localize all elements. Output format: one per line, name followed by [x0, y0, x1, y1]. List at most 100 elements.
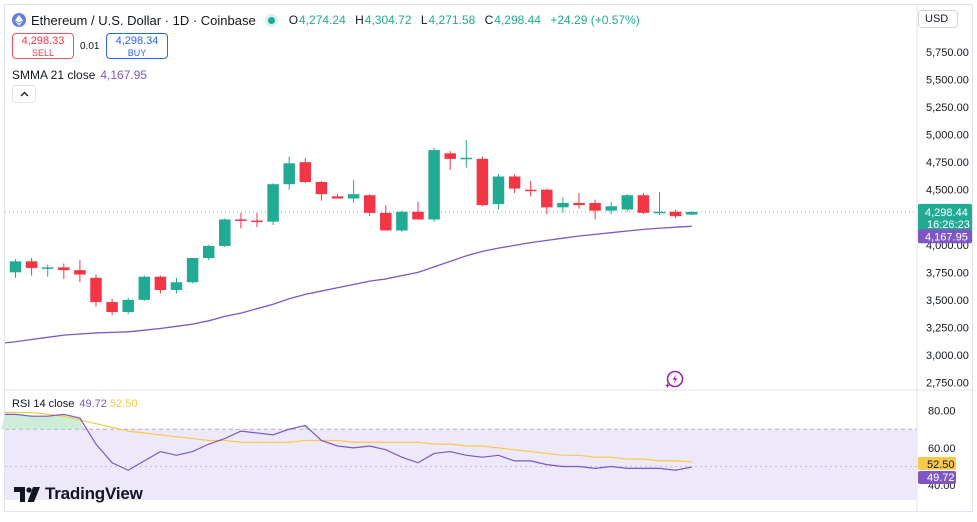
- countdown-label: 16:26:23: [927, 219, 970, 231]
- candle[interactable]: [74, 260, 86, 283]
- candle[interactable]: [557, 197, 569, 213]
- candle[interactable]: [58, 263, 70, 279]
- buy-price: 4,298.34: [115, 35, 159, 47]
- candle-body: [669, 211, 682, 217]
- candle-body: [573, 202, 585, 206]
- smma-legend[interactable]: SMMA 21 close 4,167.95: [12, 68, 147, 82]
- rsi-axis-tick-label: 80.00: [928, 406, 956, 418]
- candle-body: [396, 211, 408, 231]
- candle-body: [170, 282, 183, 290]
- rsi-ma-legend-value: 52.50: [109, 398, 138, 410]
- candle[interactable]: [621, 194, 634, 212]
- candle[interactable]: [154, 275, 167, 294]
- ethereum-logo-icon: [12, 13, 26, 27]
- candle-body: [524, 189, 537, 192]
- candle-body: [621, 195, 634, 210]
- candle[interactable]: [219, 218, 231, 248]
- price-axis-tick-label: 3,250.00: [926, 322, 969, 334]
- smma-line: [4, 225, 692, 344]
- ohlc-low-value: 4,271.58: [428, 13, 476, 27]
- candle-body: [154, 276, 167, 290]
- candle[interactable]: [106, 298, 118, 316]
- price-axis-tick-label: 5,750.00: [926, 47, 969, 59]
- candle[interactable]: [605, 201, 617, 214]
- currency-label: USD: [925, 13, 949, 25]
- candle[interactable]: [283, 156, 295, 190]
- symbol-title[interactable]: Ethereum / U.S. Dollar · 1D · Coinbase: [31, 12, 256, 28]
- candle[interactable]: [573, 193, 585, 209]
- candle[interactable]: [41, 264, 54, 277]
- candle-body: [557, 202, 569, 208]
- candle[interactable]: [267, 183, 279, 225]
- candle-body: [412, 211, 424, 220]
- candle-body: [685, 211, 698, 215]
- candle-body: [508, 176, 521, 189]
- tradingview-logo[interactable]: TradingView: [14, 484, 143, 504]
- rsi-axis-tick-label: 60.00: [928, 443, 956, 455]
- candle-body: [41, 267, 54, 269]
- candle[interactable]: [653, 191, 666, 216]
- candle[interactable]: [9, 259, 22, 278]
- chevron-up-icon: [20, 91, 28, 97]
- candle[interactable]: [170, 277, 183, 294]
- spread-value: 0.01: [80, 41, 100, 52]
- smma-price-tag: [918, 229, 972, 244]
- candle[interactable]: [315, 180, 328, 201]
- candle[interactable]: [380, 205, 392, 231]
- candle[interactable]: [347, 179, 360, 203]
- candle[interactable]: [235, 212, 247, 229]
- rsi-legend-value: 49.72: [79, 398, 107, 410]
- candle[interactable]: [685, 211, 698, 215]
- candle-body: [267, 184, 279, 222]
- candle-body: [653, 211, 666, 214]
- candle[interactable]: [476, 156, 489, 207]
- candle[interactable]: [138, 275, 151, 301]
- candle[interactable]: [492, 174, 505, 210]
- candle[interactable]: [299, 157, 312, 184]
- rsi-ma-value-tag: [918, 456, 956, 470]
- candle-body: [138, 276, 151, 300]
- candle-body: [541, 189, 553, 208]
- tradingview-logo-icon: [14, 486, 40, 502]
- candle[interactable]: [186, 258, 199, 284]
- currency-button[interactable]: USD: [918, 10, 958, 28]
- sell-button[interactable]: 4,298.33 SELL: [12, 33, 74, 59]
- candle[interactable]: [637, 193, 650, 214]
- candle-body: [637, 195, 650, 213]
- candle-body: [460, 157, 473, 160]
- candle[interactable]: [90, 274, 102, 307]
- candle[interactable]: [412, 201, 424, 220]
- candle-body: [315, 182, 328, 195]
- candle[interactable]: [251, 212, 263, 228]
- smma-legend-value: 4,167.95: [100, 68, 148, 82]
- candle-body: [251, 220, 263, 223]
- ohlc-close-label: C: [484, 13, 494, 27]
- candle[interactable]: [589, 199, 601, 220]
- candle[interactable]: [363, 194, 376, 217]
- candle[interactable]: [428, 147, 440, 222]
- candle[interactable]: [541, 188, 553, 214]
- candle[interactable]: [25, 258, 38, 276]
- lightning-button[interactable]: [664, 369, 684, 389]
- rsi-value-label: 49.72: [927, 472, 955, 484]
- candle-body: [589, 202, 601, 211]
- candle[interactable]: [202, 244, 215, 261]
- candle[interactable]: [669, 209, 682, 219]
- rsi-ma-line: [5, 411, 692, 463]
- rsi-legend[interactable]: RSI 14 close 49.72 52.50: [12, 398, 137, 410]
- candle[interactable]: [460, 140, 473, 168]
- buy-label: BUY: [127, 48, 147, 58]
- buy-button[interactable]: 4,298.34 BUY: [106, 33, 168, 59]
- ohlc-high-label: H: [355, 13, 364, 27]
- candle[interactable]: [331, 194, 344, 199]
- candle[interactable]: [444, 151, 456, 170]
- collapse-legend-button[interactable]: [12, 85, 36, 103]
- candle[interactable]: [396, 210, 408, 232]
- rsi-ma-value-label: 52.50: [927, 459, 955, 471]
- candle-body: [331, 196, 344, 199]
- candle[interactable]: [508, 174, 521, 194]
- ohlc-open-label: O: [288, 13, 299, 27]
- candle[interactable]: [122, 297, 134, 315]
- candle[interactable]: [524, 180, 537, 197]
